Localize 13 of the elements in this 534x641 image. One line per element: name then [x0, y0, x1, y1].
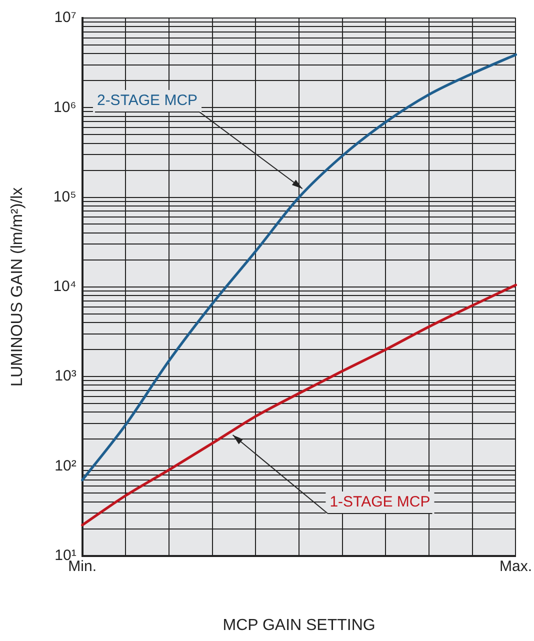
line-series [81, 53, 518, 482]
text: 1-STAGE MCP [330, 494, 430, 511]
line-series [81, 284, 518, 526]
y-tick-label: 10⁶ [53, 98, 76, 116]
y-tick-label: 10⁷ [54, 9, 76, 26]
y-tick-label: 10⁴ [53, 278, 76, 296]
y-tick-label: 10⁵ [53, 188, 76, 206]
y-tick-label: 10² [54, 457, 76, 474]
x-tick-label: Max. [499, 558, 532, 575]
x-axis-title: MCP GAIN SETTING [222, 616, 376, 634]
text: 2-STAGE MCP [96, 92, 198, 110]
y-tick-label: 10³ [54, 368, 76, 385]
y-axis-title: LUMINOUS GAIN (lm/m²)/lx [9, 187, 26, 386]
